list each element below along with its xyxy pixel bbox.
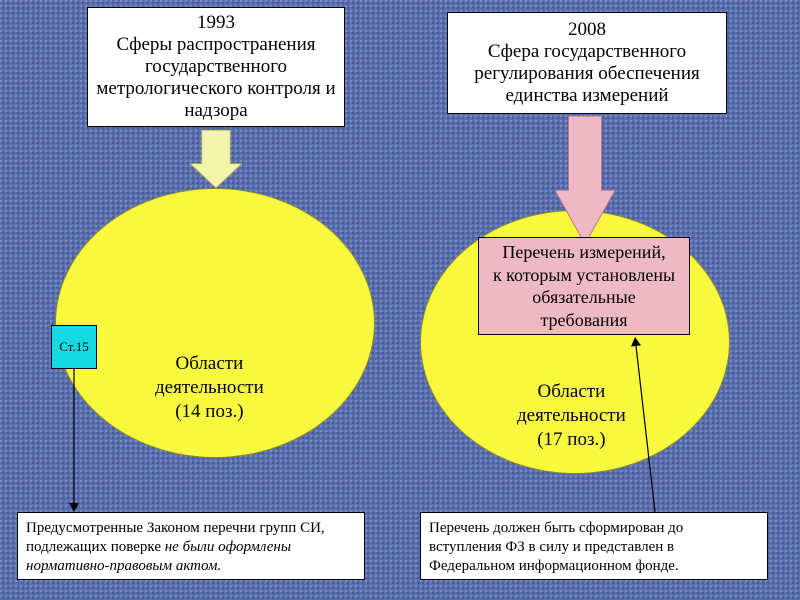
left-ellipse-label: Области деятельности (14 поз.): [155, 352, 264, 423]
right-callout-line2: к которым установлены: [493, 264, 675, 287]
left-header-text: Сферы распространения государственного м…: [94, 34, 338, 122]
left-ellipse-label-l1: Области: [155, 352, 264, 376]
right-ellipse-label: Области деятельности (17 поз.): [517, 380, 626, 451]
left-footnote: Предусмотренные Законом перечни групп СИ…: [17, 512, 365, 580]
right-footnote: Перечень должен быть сформирован до всту…: [420, 512, 768, 580]
right-footnote-text: Перечень должен быть сформирован до всту…: [429, 520, 683, 574]
right-down-arrow-icon: [555, 116, 615, 244]
right-header-text: Сфера государственного регулирования обе…: [454, 41, 720, 107]
right-header-year: 2008: [454, 19, 720, 41]
right-callout-line3: обязательные: [493, 286, 675, 309]
right-callout-box: Перечень измерений, к которым установлен…: [478, 237, 690, 335]
left-header-box: 1993 Сферы распространения государственн…: [87, 7, 345, 127]
right-ellipse-label-l3: (17 поз.): [517, 428, 626, 452]
right-ellipse-label-l2: деятельности: [517, 404, 626, 428]
article-badge: Ст.15: [51, 325, 97, 369]
right-callout-line1: Перечень измерений,: [493, 241, 675, 264]
right-callout-line4: требования: [493, 309, 675, 332]
article-badge-text: Ст.15: [59, 339, 88, 355]
left-down-arrow-icon: [190, 130, 242, 188]
left-ellipse-label-l3: (14 поз.): [155, 400, 264, 424]
left-header-year: 1993: [94, 12, 338, 34]
right-ellipse-label-l1: Области: [517, 380, 626, 404]
left-ellipse-label-l2: деятельности: [155, 376, 264, 400]
right-header-box: 2008 Сфера государственного регулировани…: [447, 12, 727, 114]
